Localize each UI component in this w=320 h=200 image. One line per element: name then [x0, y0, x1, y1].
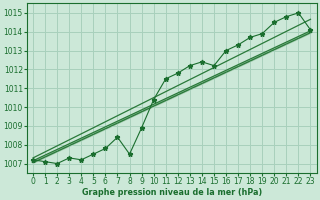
X-axis label: Graphe pression niveau de la mer (hPa): Graphe pression niveau de la mer (hPa): [82, 188, 262, 197]
